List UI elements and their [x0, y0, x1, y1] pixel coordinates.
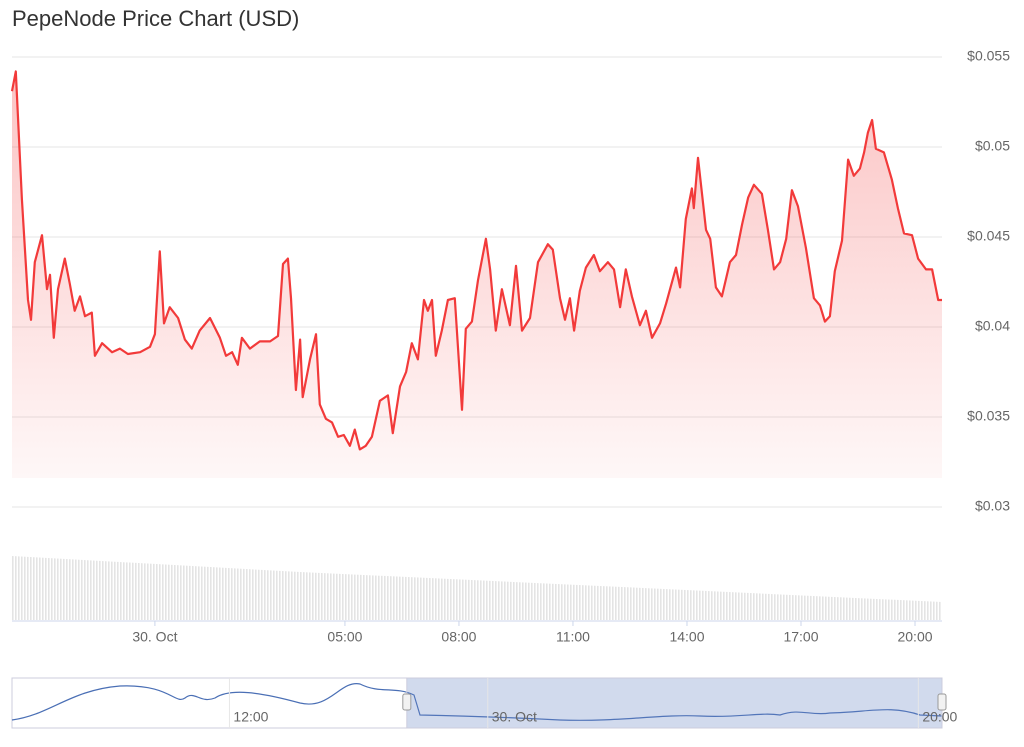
price-area [12, 71, 942, 479]
navigator-tick-label: 20:00 [922, 709, 957, 725]
x-tick-label: 11:00 [556, 629, 590, 645]
x-tick-label: 05:00 [327, 629, 362, 645]
x-tick-label: 14:00 [669, 629, 704, 645]
y-tick-label: $0.04 [975, 318, 1010, 334]
navigator-tick-label: 12:00 [233, 709, 268, 725]
price-line [10, 70, 942, 451]
x-tick-label: 30. Oct [132, 629, 177, 645]
y-tick-label: $0.045 [967, 228, 1010, 244]
y-tick-label: $0.03 [975, 498, 1010, 514]
y-tick-label: $0.05 [975, 138, 1010, 154]
chart-title: PepeNode Price Chart (USD) [12, 6, 299, 31]
navigator-tick-label: 30. Oct [492, 709, 537, 725]
navigator-line [11, 683, 943, 721]
x-tick-label: 17:00 [783, 629, 818, 645]
y-tick-label: $0.055 [967, 48, 1010, 64]
navigator-handle[interactable] [937, 693, 947, 711]
x-tick-label: 20:00 [897, 629, 932, 645]
volume-backdrop [12, 556, 942, 620]
y-tick-label: $0.035 [967, 408, 1010, 424]
navigator-selection [406, 677, 943, 729]
navigator-handle[interactable] [402, 693, 412, 711]
x-tick-label: 08:00 [441, 629, 476, 645]
